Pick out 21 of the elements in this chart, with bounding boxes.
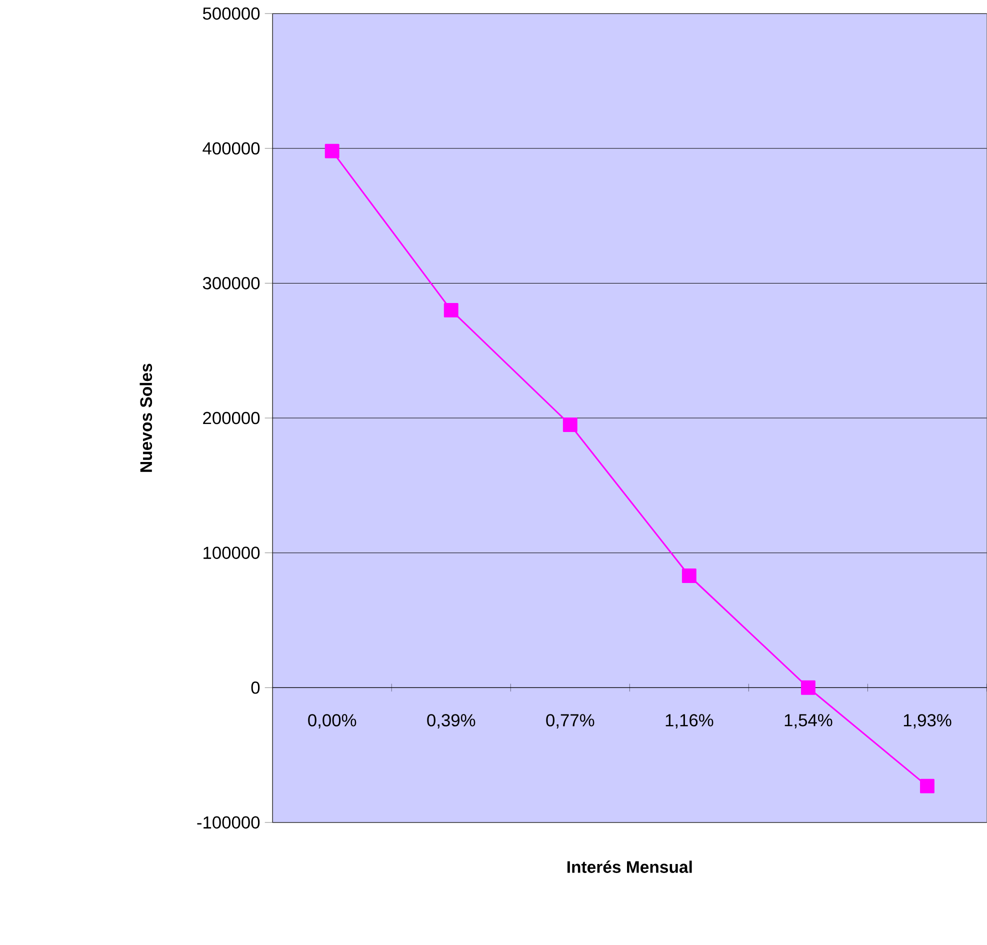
- x-axis-title: Interés Mensual: [567, 860, 692, 873]
- point: [562, 417, 578, 432]
- y-tick-label: -100000: [197, 816, 260, 829]
- point: [324, 144, 340, 158]
- x-tick-label: 1,93%: [904, 714, 952, 728]
- x-tick-label: 0,39%: [427, 714, 476, 728]
- point: [444, 302, 458, 318]
- y-tick-label: 400000: [202, 142, 260, 154]
- y-tick-label: 300000: [202, 276, 260, 290]
- y-tick-label: 100000: [204, 546, 260, 559]
- point: [682, 568, 696, 583]
- x-tick-label: 0,00%: [308, 714, 356, 728]
- y-tick-label: 200000: [203, 412, 260, 424]
- y-tick-label: 0: [251, 681, 260, 694]
- point: [920, 778, 934, 794]
- x-tick-label: 1,54%: [784, 714, 832, 728]
- y-tick-label: 500000: [202, 7, 260, 20]
- y-axis-title: Nuevos Soles: [140, 364, 152, 472]
- x-tick-label: 1,16%: [666, 714, 714, 728]
- point: [800, 680, 816, 695]
- x-tick-label: 0,77%: [546, 714, 594, 728]
